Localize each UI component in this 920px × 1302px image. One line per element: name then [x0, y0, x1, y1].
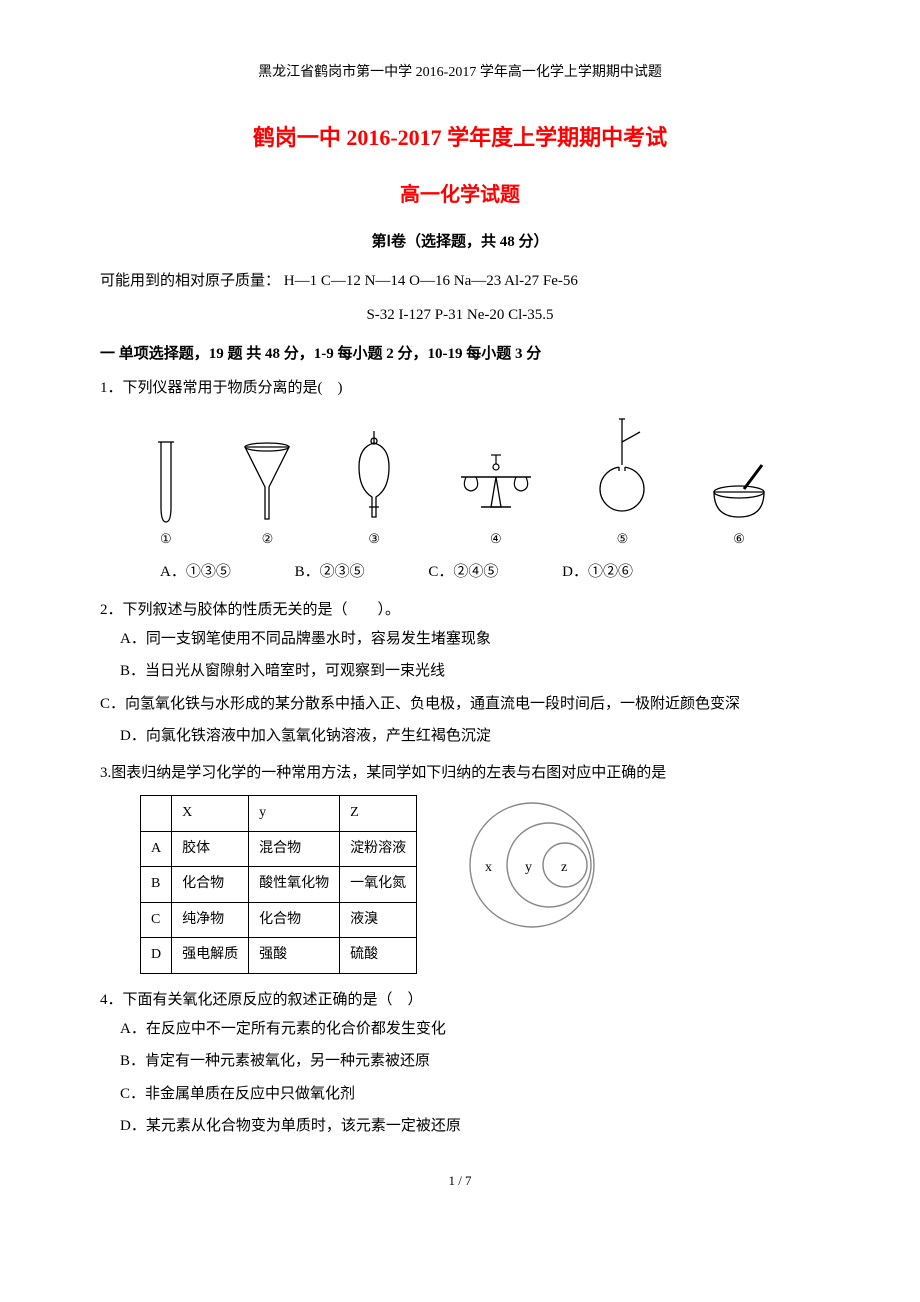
atomic-masses-line2: S-32 I-127 P-31 Ne-20 Cl-35.5: [100, 301, 820, 330]
q1-options: A．①③⑤ B．②③⑤ C．②④⑤ D．①②⑥: [100, 558, 820, 587]
q3-A-Z: 淀粉溶液: [340, 831, 417, 867]
q2-text: 2．下列叙述与胶体的性质无关的是（ ）。: [100, 596, 820, 625]
q1-optA: A．①③⑤: [160, 558, 231, 587]
exam-title-1: 鹤岗一中 2016-2017 学年度上学期期中考试: [100, 117, 820, 159]
q3-D-X: 强电解质: [172, 938, 249, 974]
funnel-icon: [237, 437, 297, 527]
q3-B-label: B: [141, 867, 172, 903]
apparatus-label-1: ①: [160, 527, 172, 552]
venn-icon: x y z: [447, 795, 617, 935]
apparatus-separating-funnel: ③: [349, 427, 399, 552]
q3-B-y: 酸性氧化物: [249, 867, 340, 903]
venn-label-y: y: [525, 860, 532, 875]
q1-apparatus-row: ① ② ③: [100, 417, 820, 552]
q3-header-row: X y Z: [141, 796, 417, 832]
q4-optB: B．肯定有一种元素被氧化，另一种元素被还原: [100, 1047, 820, 1076]
q3-row-B: B 化合物 酸性氧化物 一氧化氮: [141, 867, 417, 903]
apparatus-funnel: ②: [237, 437, 297, 552]
q4-optD: D．某元素从化合物变为单质时，该元素一定被还原: [100, 1112, 820, 1141]
q3-th-X: X: [172, 796, 249, 832]
q4-optC: C．非金属单质在反应中只做氧化剂: [100, 1080, 820, 1109]
q4-optA: A．在反应中不一定所有元素的化合价都发生变化: [100, 1015, 820, 1044]
mc-instructions: 一 单项选择题，19 题 共 48 分，1-9 每小题 2 分，10-19 每小…: [100, 340, 820, 369]
atomic-masses-line1: 可能用到的相对原子质量： H—1 C—12 N—14 O—16 Na—23 Al…: [100, 267, 820, 296]
q1-optD: D．①②⑥: [562, 558, 633, 587]
q2-optA: A．同一支钢笔使用不同品牌墨水时，容易发生堵塞现象: [100, 625, 820, 654]
question-4: 4．下面有关氧化还原反应的叙述正确的是（ ） A．在反应中不一定所有元素的化合价…: [100, 986, 820, 1141]
q4-text: 4．下面有关氧化还原反应的叙述正确的是（ ）: [100, 986, 820, 1015]
q1-text: 1．下列仪器常用于物质分离的是( ): [100, 374, 820, 403]
venn-label-x: x: [485, 860, 492, 875]
test-tube-icon: [146, 437, 186, 527]
section-header: 第Ⅰ卷（选择题，共 48 分）: [100, 228, 820, 257]
question-3: 3.图表归纳是学习化学的一种常用方法，某同学如下归纳的左表与右图对应中正确的是 …: [100, 759, 820, 974]
q3-table: X y Z A 胶体 混合物 淀粉溶液 B 化合物 酸性氧化物 一氧化氮 C 纯…: [140, 795, 417, 974]
q3-text: 3.图表归纳是学习化学的一种常用方法，某同学如下归纳的左表与右图对应中正确的是: [100, 759, 820, 788]
q3-row-A: A 胶体 混合物 淀粉溶液: [141, 831, 417, 867]
apparatus-label-4: ④: [490, 527, 502, 552]
mortar-icon: [704, 457, 774, 527]
apparatus-mortar: ⑥: [704, 457, 774, 552]
apparatus-balance: ④: [451, 447, 541, 552]
q3-A-X: 胶体: [172, 831, 249, 867]
q3-C-X: 纯净物: [172, 902, 249, 938]
q3-C-y: 化合物: [249, 902, 340, 938]
q3-row-C: C 纯净物 化合物 液溴: [141, 902, 417, 938]
q3-D-y: 强酸: [249, 938, 340, 974]
apparatus-label-3: ③: [368, 527, 380, 552]
q3-C-Z: 液溴: [340, 902, 417, 938]
q3-th-blank: [141, 796, 172, 832]
distillation-flask-icon: [592, 417, 652, 527]
q2-optD: D．向氯化铁溶液中加入氢氧化钠溶液，产生红褐色沉淀: [100, 722, 820, 751]
q3-row-D: D 强电解质 强酸 硫酸: [141, 938, 417, 974]
q3-B-Z: 一氧化氮: [340, 867, 417, 903]
q1-optC: C．②④⑤: [428, 558, 498, 587]
apparatus-test-tube: ①: [146, 437, 186, 552]
apparatus-label-2: ②: [262, 527, 274, 552]
q3-th-Z: Z: [340, 796, 417, 832]
separating-funnel-icon: [349, 427, 399, 527]
q3-A-y: 混合物: [249, 831, 340, 867]
apparatus-distillation-flask: ⑤: [592, 417, 652, 552]
q3-th-y: y: [249, 796, 340, 832]
q2-optC: C．向氢氧化铁与水形成的某分散系中插入正、负电极，通直流电一段时间后，一极附近颜…: [100, 690, 820, 719]
question-2: 2．下列叙述与胶体的性质无关的是（ ）。 A．同一支钢笔使用不同品牌墨水时，容易…: [100, 596, 820, 751]
page-footer: 1 / 7: [100, 1169, 820, 1194]
venn-label-z: z: [561, 860, 567, 875]
q2-optB: B．当日光从窗隙射入暗室时，可观察到一束光线: [100, 657, 820, 686]
q1-optB: B．②③⑤: [295, 558, 365, 587]
q3-D-label: D: [141, 938, 172, 974]
question-1: 1．下列仪器常用于物质分离的是( ) ① ② ③: [100, 374, 820, 586]
q3-D-Z: 硫酸: [340, 938, 417, 974]
apparatus-label-6: ⑥: [733, 527, 745, 552]
balance-icon: [451, 447, 541, 527]
page-header: 黑龙江省鹤岗市第一中学 2016-2017 学年高一化学上学期期中试题: [100, 60, 820, 87]
q3-A-label: A: [141, 831, 172, 867]
q3-C-label: C: [141, 902, 172, 938]
apparatus-label-5: ⑤: [617, 527, 629, 552]
q3-B-X: 化合物: [172, 867, 249, 903]
q3-venn-diagram: x y z: [447, 795, 617, 935]
exam-title-2: 高一化学试题: [100, 176, 820, 214]
